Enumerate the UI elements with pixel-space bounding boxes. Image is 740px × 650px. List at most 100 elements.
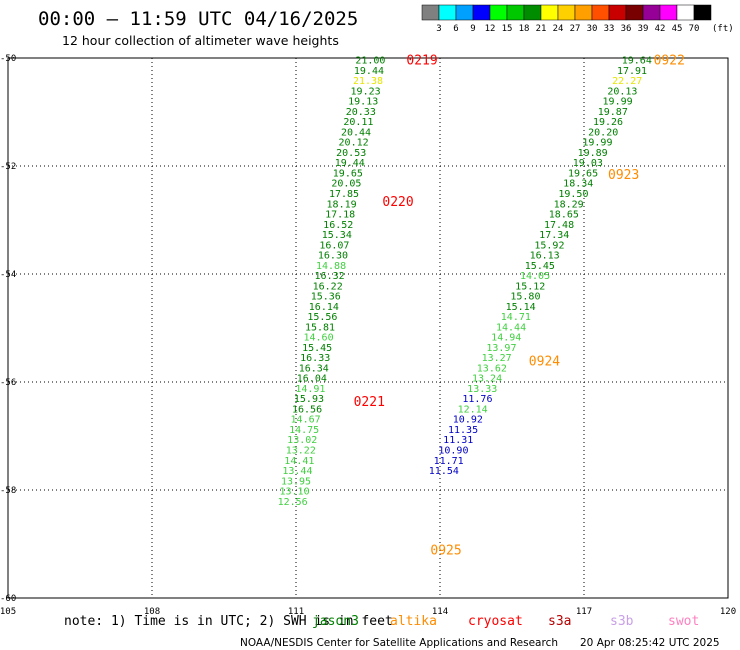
footer-timestamp: 20 Apr 08:25:42 UTC 2025: [580, 637, 720, 649]
swh-value-label: 13.22: [286, 446, 316, 457]
chart-subtitle: 12 hour collection of altimeter wave hei…: [62, 33, 339, 48]
colorbar-tick-label: 18: [519, 24, 530, 34]
swh-value-label: 20.13: [607, 86, 637, 97]
pass-time-label: 0219: [406, 54, 437, 69]
colorbar-tick-label: 39: [638, 24, 649, 34]
swh-value-label: 20.05: [331, 179, 361, 190]
satellite-legend-s3b: s3b: [610, 614, 634, 629]
swh-value-label: 17.91: [617, 66, 647, 77]
satellite-legend-altika: altika: [390, 614, 437, 629]
swh-value-label: 19.23: [351, 86, 381, 97]
chart-title: 00:00 – 11:59 UTC 04/16/2025: [38, 8, 358, 30]
swh-value-label: 16.22: [313, 281, 343, 292]
swh-value-label: 13.44: [282, 466, 312, 477]
swh-value-label: 20.53: [336, 148, 366, 159]
swh-value-label: 16.30: [318, 251, 348, 262]
x-tick-label: 111: [288, 607, 304, 617]
swh-value-label: 16.32: [315, 271, 345, 282]
swh-value-label: 13.27: [482, 353, 512, 364]
colorbar-tick-label: 36: [621, 24, 632, 34]
swh-value-label: 13.24: [472, 374, 502, 385]
swh-value-label: 19.64: [622, 56, 652, 67]
y-tick-label: -54: [0, 270, 16, 280]
colorbar-swatch: [693, 4, 712, 21]
swh-value-label: 10.90: [438, 446, 468, 457]
swh-value-label: 19.50: [558, 189, 588, 200]
swh-value-label: 20.20: [588, 127, 618, 138]
colorbar-swatch: [591, 4, 610, 21]
swh-value-label: 14.94: [491, 333, 521, 344]
swh-value-label: 11.31: [443, 435, 473, 446]
swh-value-label: 20.11: [343, 117, 373, 128]
swh-value-label: 18.34: [563, 179, 593, 190]
swh-value-label: 15.34: [322, 230, 352, 241]
satellite-legend: jason3 altika cryosat s3a s3b swot: [312, 614, 699, 629]
pass-time-label: 0924: [529, 354, 560, 369]
swh-value-label: 18.65: [549, 210, 579, 221]
data-points: 21.0019.4421.3819.2319.1320.3320.1120.44…: [278, 56, 652, 508]
colorbar-swatch: [659, 4, 678, 21]
y-tick-label: -58: [0, 486, 16, 496]
x-tick-label: 105: [0, 607, 16, 617]
colorbar-tick-label: 33: [604, 24, 615, 34]
colorbar-swatch: [574, 4, 593, 21]
x-tick-label: 117: [576, 607, 592, 617]
swh-value-label: 13.10: [280, 487, 310, 498]
axis-ticks: 105 108 111 114 117 120 -50 -52 -54 -56 -58 -60: [0, 54, 736, 617]
swh-value-label: 16.14: [309, 302, 339, 313]
swh-value-label: 11.54: [429, 466, 459, 477]
colorbar-tick-label: 6: [453, 24, 458, 34]
colorbar-tick-label: 9: [470, 24, 475, 34]
swh-value-label: 15.36: [311, 292, 341, 303]
swh-value-label: 19.65: [568, 168, 598, 179]
colorbar-tick-label: 45: [672, 24, 683, 34]
swh-value-label: 14.88: [316, 261, 346, 272]
pass-time-label: 0220: [382, 195, 413, 210]
footer-note: note: 1) Time is in UTC; 2) SWH is in fe…: [64, 614, 393, 629]
swh-value-label: 15.12: [515, 281, 545, 292]
swh-value-label: 22.27: [612, 76, 642, 87]
swh-value-label: 16.56: [292, 404, 322, 415]
swh-value-label: 15.93: [294, 394, 324, 405]
swh-value-label: 15.80: [510, 292, 540, 303]
swh-value-label: 11.71: [434, 456, 464, 467]
y-tick-label: -60: [0, 594, 16, 604]
swh-value-label: 19.26: [593, 117, 623, 128]
swh-value-label: 14.91: [295, 384, 325, 395]
y-tick-label: -50: [0, 54, 16, 64]
colorbar-swatch: [625, 4, 644, 21]
swh-value-label: 15.92: [534, 240, 564, 251]
swh-value-label: 16.07: [319, 240, 349, 251]
colorbar-tick-label: 30: [587, 24, 598, 34]
swh-value-label: 14.67: [291, 415, 321, 426]
colorbar-swatch: [472, 4, 491, 21]
colorbar-swatch: [455, 4, 474, 21]
satellite-legend-swot: swot: [668, 614, 699, 629]
swh-value-label: 15.14: [506, 302, 536, 313]
swh-value-label: 15.45: [302, 343, 332, 354]
swh-value-label: 11.35: [448, 425, 478, 436]
swh-value-label: 14.41: [284, 456, 314, 467]
colorbar-tick-label: 27: [570, 24, 581, 34]
swh-value-label: 19.87: [598, 107, 628, 118]
swh-value-label: 14.60: [304, 333, 334, 344]
satellite-legend-cryosat: cryosat: [468, 614, 523, 629]
swh-value-label: 12.14: [458, 404, 488, 415]
swh-value-label: 17.18: [325, 210, 355, 221]
colorbar-swatch: [608, 4, 627, 21]
pass-time-label: 0925: [430, 543, 461, 558]
colorbar-swatch: [489, 4, 508, 21]
swh-value-label: 10.92: [453, 415, 483, 426]
colorbar-swatch: [676, 4, 695, 21]
swh-value-label: 16.52: [323, 220, 353, 231]
x-tick-label: 108: [144, 607, 160, 617]
colorbar-tick-label: 21: [536, 24, 547, 34]
swh-value-label: 19.99: [603, 97, 633, 108]
colorbar-tick-label: 3: [436, 24, 441, 34]
swh-value-label: 19.99: [582, 138, 612, 149]
colorbar-swatch: [523, 4, 542, 21]
swh-value-label: 16.34: [299, 363, 329, 374]
swh-value-label: 19.44: [354, 66, 384, 77]
swh-value-label: 14.71: [501, 312, 531, 323]
